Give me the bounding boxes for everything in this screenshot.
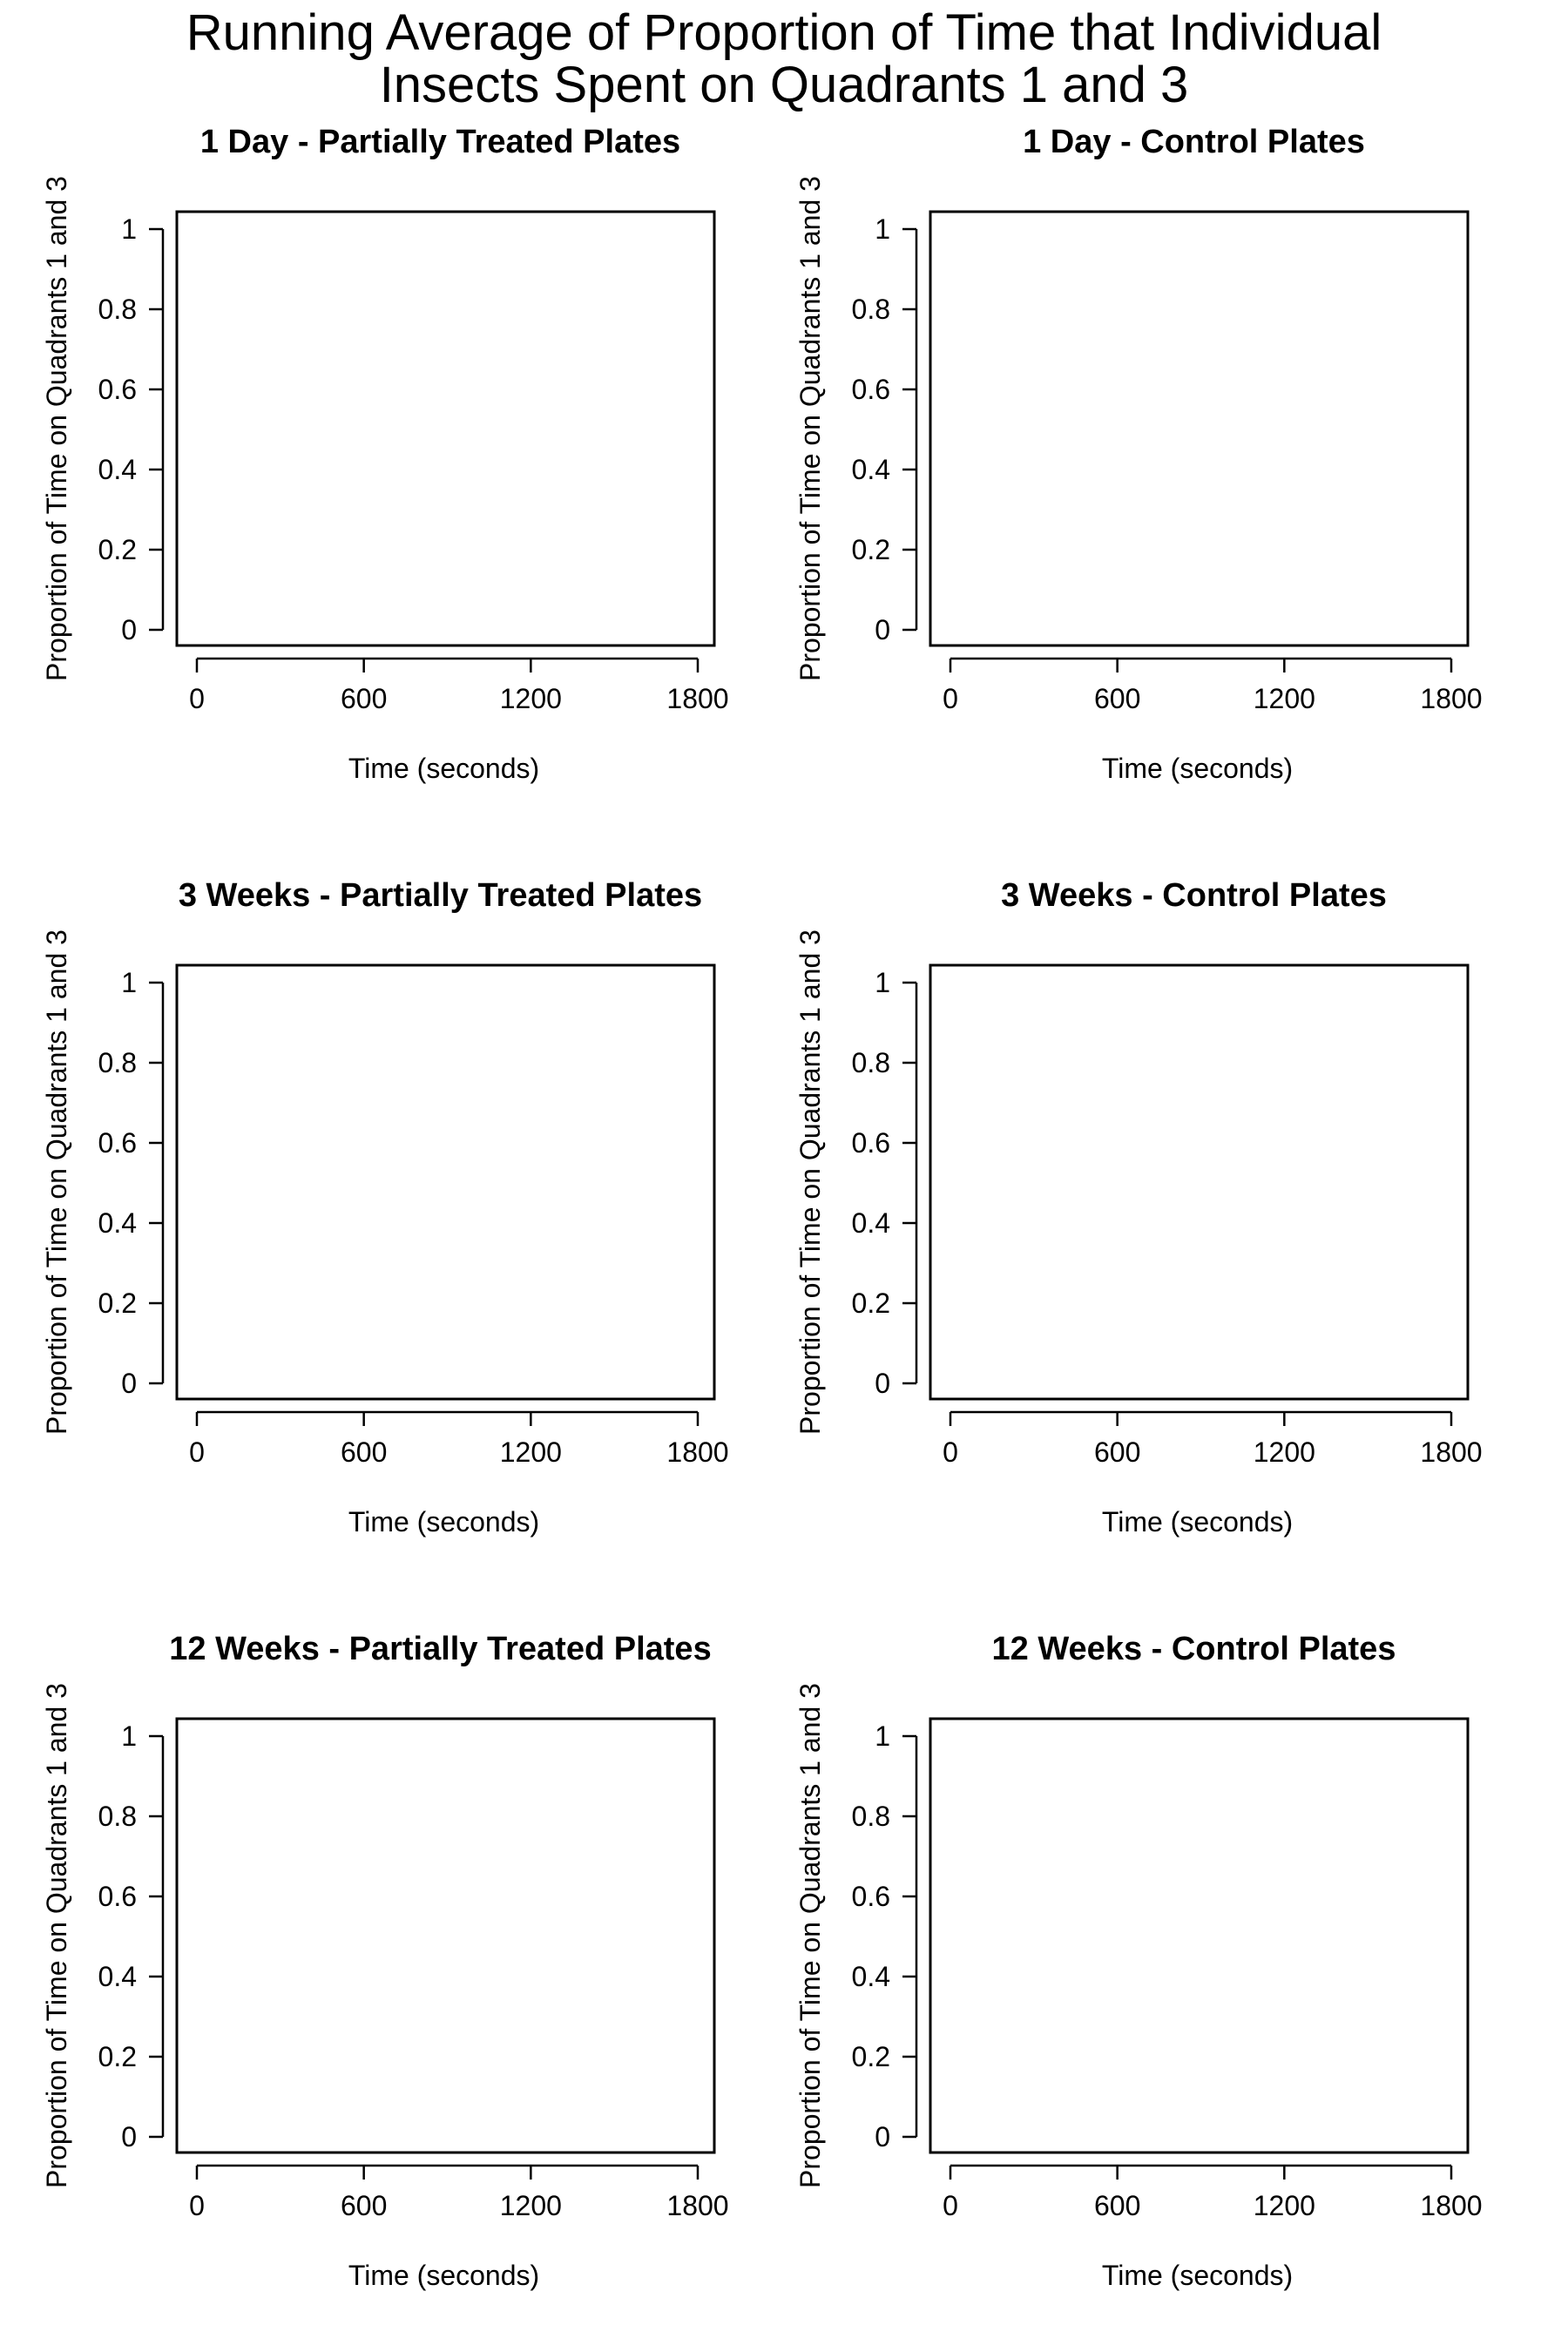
y-tick-label: 0 (121, 614, 137, 645)
y-tick-label: 1 (121, 967, 137, 998)
figure-title-line-1: Running Average of Proportion of Time th… (186, 4, 1382, 61)
y-tick-label: 0.2 (852, 2041, 890, 2072)
y-tick-label: 0 (121, 1368, 137, 1399)
y-tick-label: 0.8 (98, 1801, 137, 1832)
x-tick-label: 1200 (500, 1436, 562, 1468)
panel-title: 3 Weeks - Partially Treated Plates (179, 877, 702, 914)
y-tick-label: 1 (875, 1720, 890, 1752)
chart-panel-4: 3 Weeks - Control Plates 0 0.2 0.4 0.6 0.8 1 0 6… (794, 877, 1483, 1538)
x-tick-label: 600 (341, 683, 387, 714)
x-axis-label: Time (seconds) (348, 2260, 539, 2291)
plot-box (929, 210, 1470, 647)
y-tick-label: 0.6 (98, 1881, 137, 1912)
y-tick-label: 0.4 (98, 1961, 137, 1992)
y-axis-label: Proportion of Time on Quadrants 1 and 3 (41, 176, 72, 681)
x-axis-label: Time (seconds) (348, 1506, 539, 1538)
x-tick-label: 1200 (500, 2190, 562, 2221)
y-tick-label: 0.8 (852, 1801, 890, 1832)
y-tick-label: 0.4 (98, 454, 137, 485)
x-tick-label: 600 (1094, 2190, 1140, 2221)
y-axis-label: Proportion of Time on Quadrants 1 and 3 (794, 1683, 826, 2188)
x-tick-label: 0 (943, 2190, 958, 2221)
x-tick-label: 1200 (500, 683, 562, 714)
y-tick-label: 0.8 (852, 1047, 890, 1078)
figure-title: Running Average of Proportion of Time th… (0, 7, 1568, 112)
y-tick-label: 0.2 (852, 1288, 890, 1319)
x-tick-label: 1800 (666, 683, 728, 714)
y-tick-label: 0.6 (852, 1127, 890, 1159)
panel-title: 1 Day - Partially Treated Plates (200, 124, 680, 160)
x-tick-label: 0 (189, 683, 205, 714)
y-tick-label: 0 (875, 1368, 890, 1399)
chart-panel-1: 1 Day - Partially Treated Plates 0 0.2 0.4 0… (41, 124, 729, 784)
x-tick-label: 1800 (1420, 683, 1482, 714)
y-tick-label: 0 (121, 2121, 137, 2153)
plot-box (175, 963, 716, 1401)
x-tick-label: 1200 (1254, 2190, 1315, 2221)
x-tick-label: 1200 (1254, 1436, 1315, 1468)
x-tick-label: 0 (189, 2190, 205, 2221)
chart-panel-2: 1 Day - Control Plates 0 0.2 0.4 0.6 0.8 1 0 600… (794, 124, 1483, 784)
x-tick-label: 600 (341, 1436, 387, 1468)
y-tick-label: 0.6 (852, 1881, 890, 1912)
y-tick-label: 0.2 (98, 1288, 137, 1319)
plot-box (175, 210, 716, 647)
y-tick-label: 0.2 (852, 534, 890, 565)
y-tick-label: 0 (875, 2121, 890, 2153)
y-tick-label: 0.8 (852, 294, 890, 325)
chart-panel-3: 3 Weeks - Partially Treated Plates 0 0.2 0.… (41, 877, 729, 1538)
y-tick-label: 1 (121, 1720, 137, 1752)
chart-panel-5: 12 Weeks - Partially Treated Plates 0 0.2 0… (41, 1631, 729, 2291)
panel-title: 12 Weeks - Control Plates (992, 1631, 1396, 1667)
x-tick-label: 1200 (1254, 683, 1315, 714)
y-tick-label: 0.2 (98, 534, 137, 565)
y-axis-label: Proportion of Time on Quadrants 1 and 3 (41, 1683, 72, 2188)
y-tick-label: 0.4 (852, 1961, 890, 1992)
plot-box (175, 1717, 716, 2154)
x-tick-label: 1800 (1420, 2190, 1482, 2221)
x-tick-label: 1800 (1420, 1436, 1482, 1468)
x-tick-label: 1800 (666, 1436, 728, 1468)
x-tick-label: 0 (189, 1436, 205, 1468)
x-axis-label: Time (seconds) (1102, 2260, 1293, 2291)
x-tick-label: 0 (943, 683, 958, 714)
x-axis-label: Time (seconds) (1102, 753, 1293, 784)
y-tick-label: 0.6 (852, 374, 890, 405)
plot-box (929, 963, 1470, 1401)
panel-title: 3 Weeks - Control Plates (1001, 877, 1387, 914)
y-tick-label: 0.6 (98, 374, 137, 405)
y-tick-label: 1 (875, 213, 890, 245)
x-tick-label: 600 (1094, 1436, 1140, 1468)
panel-title: 12 Weeks - Partially Treated Plates (169, 1631, 711, 1667)
x-tick-label: 600 (1094, 683, 1140, 714)
y-tick-label: 1 (875, 967, 890, 998)
panel-title: 1 Day - Control Plates (1023, 124, 1365, 160)
chart-panel-6: 12 Weeks - Control Plates 0 0.2 0.4 0.6 0.8 1 0… (794, 1631, 1483, 2291)
x-axis-label: Time (seconds) (1102, 1506, 1293, 1538)
figure-title-line-2: Insects Spent on Quadrants 1 and 3 (379, 57, 1189, 113)
y-tick-label: 1 (121, 213, 137, 245)
plot-box (929, 1717, 1470, 2154)
y-axis-label: Proportion of Time on Quadrants 1 and 3 (794, 176, 826, 681)
y-axis-label: Proportion of Time on Quadrants 1 and 3 (41, 929, 72, 1435)
y-tick-label: 0.4 (852, 454, 890, 485)
x-tick-label: 600 (341, 2190, 387, 2221)
y-tick-label: 0.8 (98, 294, 137, 325)
y-tick-label: 0.4 (852, 1207, 890, 1239)
y-tick-label: 0 (875, 614, 890, 645)
y-tick-label: 0.6 (98, 1127, 137, 1159)
x-tick-label: 0 (943, 1436, 958, 1468)
y-tick-label: 0.8 (98, 1047, 137, 1078)
x-tick-label: 1800 (666, 2190, 728, 2221)
y-axis-label: Proportion of Time on Quadrants 1 and 3 (794, 929, 826, 1435)
x-axis-label: Time (seconds) (348, 753, 539, 784)
y-tick-label: 0.4 (98, 1207, 137, 1239)
y-tick-label: 0.2 (98, 2041, 137, 2072)
